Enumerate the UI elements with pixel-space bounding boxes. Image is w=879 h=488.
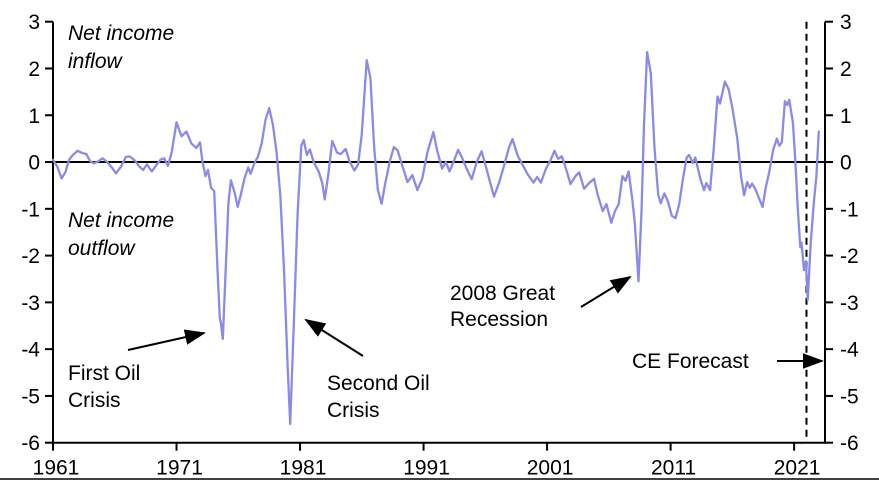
first-oil-line1: First Oil xyxy=(68,362,140,385)
y-tick-label-left: -4 xyxy=(21,339,40,362)
y-tick-label-left: 3 xyxy=(28,11,40,34)
x-tick-label: 1981 xyxy=(280,457,327,480)
y-tick-label-left: -5 xyxy=(21,385,40,408)
x-tick-label: 2021 xyxy=(774,457,821,480)
first-oil-crisis-label: First Oil Crisis xyxy=(68,362,146,412)
second-oil-crisis-label: Second Oil Crisis xyxy=(327,372,436,422)
x-tick-label: 2001 xyxy=(527,457,574,480)
first-oil-crisis-arrow xyxy=(127,329,206,351)
y-tick-label-right: 0 xyxy=(840,152,852,175)
x-tick-label: 1961 xyxy=(33,457,80,480)
great-recession-label: 2008 Great Recession xyxy=(450,282,561,331)
axis-frame xyxy=(52,21,826,444)
y-tick-label-left: 1 xyxy=(28,105,40,128)
y-tick-label-right: 3 xyxy=(840,11,852,34)
y-tick-label-right: -6 xyxy=(840,432,859,455)
y-tick-label-right: -4 xyxy=(840,339,859,362)
data-series-group xyxy=(51,50,820,426)
y-tick-label-left: -2 xyxy=(21,245,40,268)
great-recession-arrow xyxy=(580,275,632,308)
y-tick-label-right: -3 xyxy=(840,292,859,315)
y-tick-label-left: -6 xyxy=(21,432,40,455)
y-tick-label-right: 2 xyxy=(840,58,852,81)
y-tick-label-left: -1 xyxy=(21,198,40,221)
y-tick-label-right: -5 xyxy=(840,385,859,408)
y-tick-label-right: -1 xyxy=(840,198,859,221)
x-tick-label: 2011 xyxy=(651,457,696,480)
recession-line1: 2008 Great xyxy=(450,282,555,305)
second-oil-line2: Crisis xyxy=(327,399,380,422)
inflow-label-line2: inflow xyxy=(68,50,124,73)
axis-ticks xyxy=(45,20,833,451)
x-tick-label: 1991 xyxy=(403,457,450,480)
y-tick-label-left: -3 xyxy=(21,292,40,315)
series-line-net-income-balance xyxy=(51,50,820,426)
recession-line2: Recession xyxy=(450,308,548,331)
first-oil-line2: Crisis xyxy=(68,389,121,412)
net-income-inflow-label: Net income inflow xyxy=(68,22,180,73)
y-tick-label-left: 0 xyxy=(28,152,40,175)
y-tick-label-right: -2 xyxy=(840,245,859,268)
ce-forecast-label: CE Forecast xyxy=(632,350,749,373)
y-tick-label-left: 2 xyxy=(28,58,40,81)
annotations: Net income inflow Net income outflow Fir… xyxy=(68,22,824,422)
second-oil-crisis-arrow xyxy=(304,318,364,357)
outflow-label-line2: outflow xyxy=(68,237,136,260)
net-income-outflow-label: Net income outflow xyxy=(68,209,180,260)
second-oil-line1: Second Oil xyxy=(327,372,430,395)
outflow-label-line1: Net income xyxy=(68,209,174,232)
y-tick-label-right: 1 xyxy=(840,105,852,128)
inflow-label-line1: Net income xyxy=(68,22,174,45)
x-tick-label: 1971 xyxy=(156,457,203,480)
